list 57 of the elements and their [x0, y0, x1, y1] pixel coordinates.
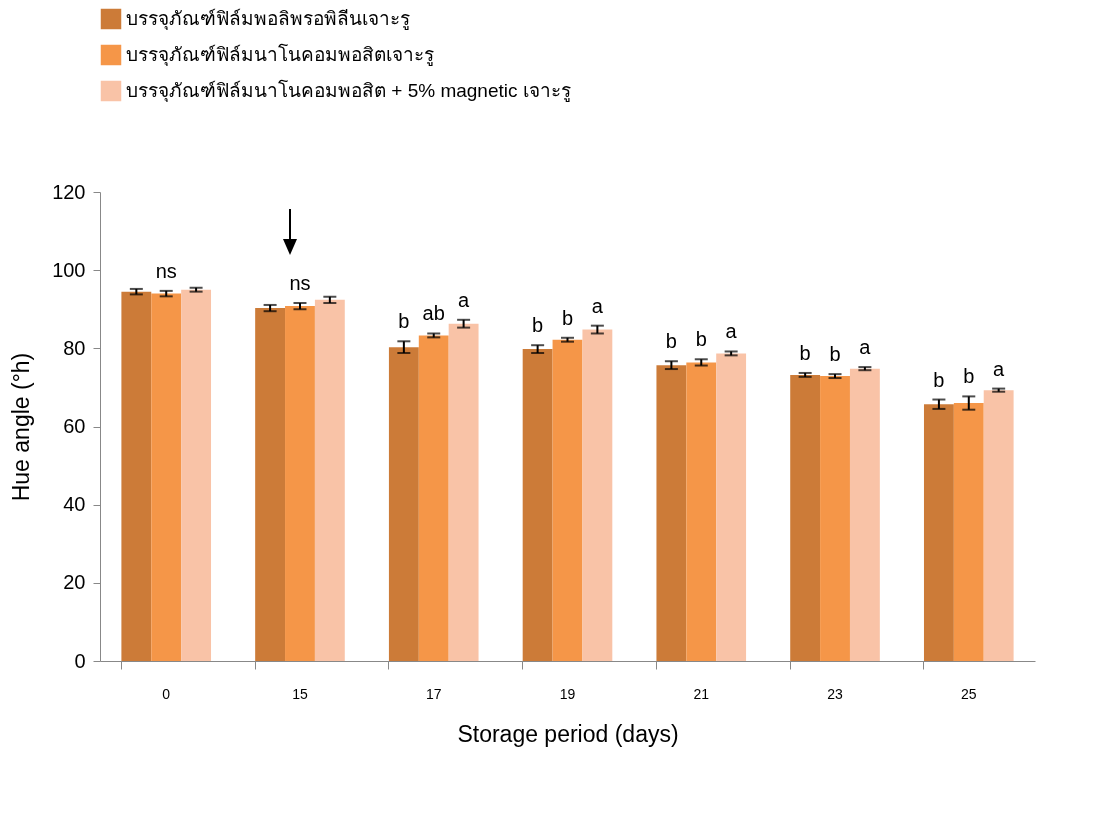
data-label: a — [725, 320, 738, 343]
data-label: a — [591, 294, 604, 317]
data-label: ab — [422, 302, 445, 325]
y-tick-label: 20 — [63, 571, 86, 594]
bar — [686, 362, 717, 661]
data-label: a — [458, 288, 471, 311]
x-tick-label: 15 — [292, 685, 308, 702]
y-tick-label: 120 — [52, 180, 86, 203]
bar — [388, 347, 419, 661]
x-tick-label: 0 — [162, 685, 171, 702]
y-tick-label: 40 — [63, 493, 86, 516]
legend-label: บรรจุภัณฑ์ฟิล์มพอลิพรอพิลีนเจาะรู — [126, 8, 410, 31]
x-tick-label: 17 — [425, 685, 442, 702]
bar — [255, 308, 286, 661]
bar — [522, 349, 553, 661]
data-label: b — [665, 330, 677, 353]
data-label: ns — [289, 272, 311, 294]
legend-label: บรรจุภัณฑ์ฟิล์มนาโนคอมพอสิตเจาะรู — [126, 43, 434, 67]
data-label: ns — [155, 259, 177, 282]
y-tick-label: 0 — [74, 649, 86, 672]
data-label: b — [829, 343, 841, 366]
y-tick-label: 100 — [52, 258, 86, 281]
x-tick-label: 21 — [693, 685, 710, 702]
data-label: b — [799, 341, 811, 364]
x-tick-label: 23 — [827, 685, 844, 702]
x-tick-label: 19 — [559, 685, 576, 702]
x-axis-title: Storage period (days) — [457, 720, 679, 747]
bar — [790, 374, 821, 661]
bar — [953, 403, 984, 661]
y-tick-label: 80 — [63, 336, 86, 359]
bar — [716, 353, 747, 661]
bar — [582, 329, 613, 661]
bar — [656, 365, 687, 661]
y-axis-title: Hue angle (°h) — [8, 352, 35, 502]
bar — [121, 291, 152, 661]
bar — [181, 289, 212, 661]
data-label: a — [993, 357, 1006, 380]
data-label: b — [695, 328, 707, 351]
bar — [448, 323, 479, 661]
bar — [983, 390, 1014, 661]
x-tick-label: 25 — [961, 685, 977, 702]
data-label: b — [963, 365, 975, 388]
legend-label: บรรจุภัณฑ์ฟิล์มนาโนคอมพอสิต + 5% magnetic เจาะรู — [126, 79, 571, 103]
bar — [151, 293, 182, 661]
bar — [552, 339, 583, 661]
y-tick-label: 60 — [63, 415, 86, 437]
bar — [418, 335, 449, 661]
data-label: b — [561, 306, 574, 329]
data-label: a — [859, 336, 872, 359]
bar — [923, 404, 954, 661]
bar — [285, 306, 315, 661]
bar — [820, 376, 850, 661]
data-label: b — [532, 314, 544, 337]
data-label: b — [933, 368, 945, 391]
bar — [849, 368, 880, 661]
data-label: b — [398, 310, 410, 333]
bar — [314, 299, 345, 661]
